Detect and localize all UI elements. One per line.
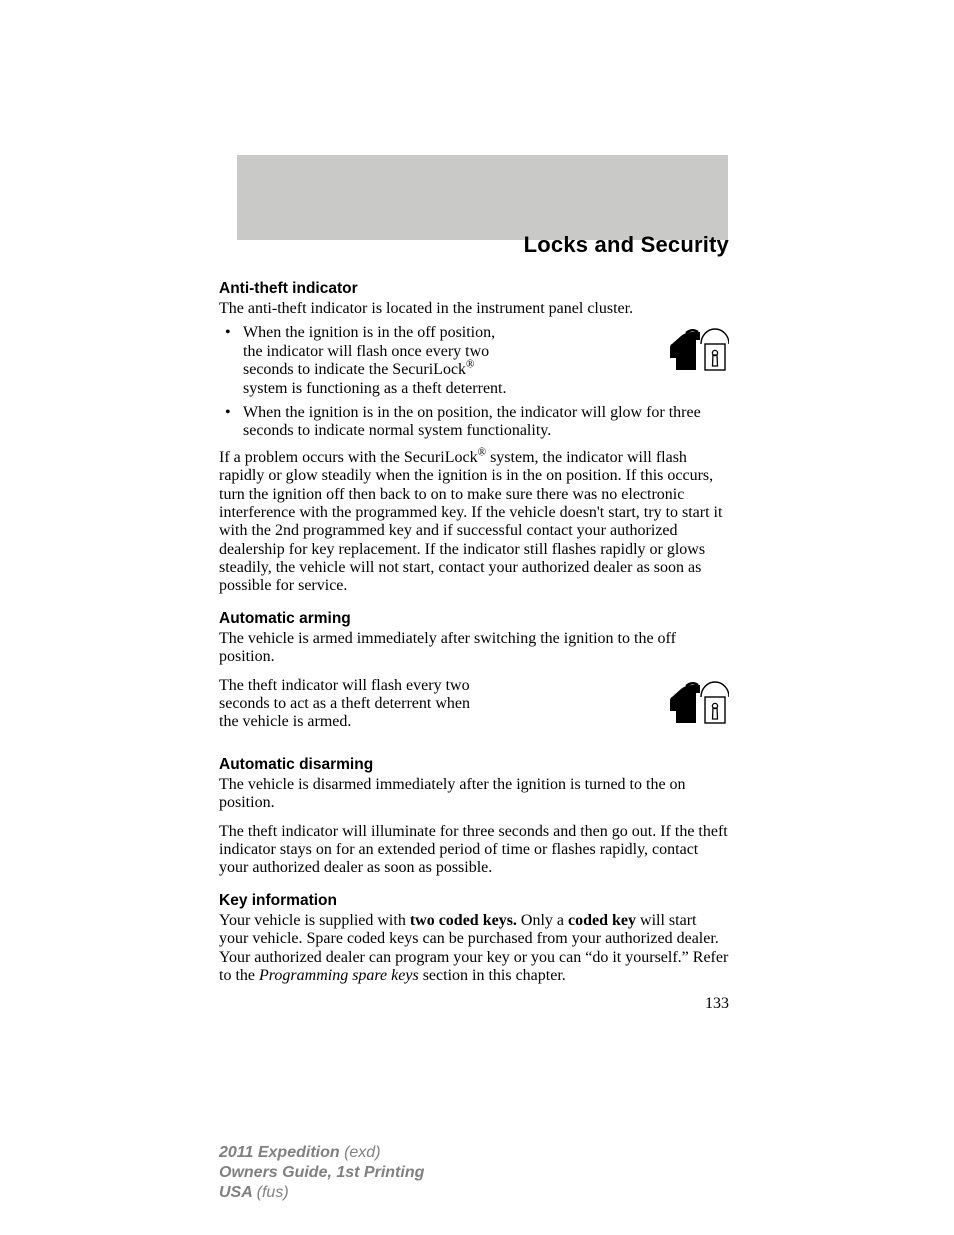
key-info-mid1: Only a bbox=[517, 912, 568, 929]
header-gray-band bbox=[237, 155, 728, 240]
anti-theft-car-lock-icon bbox=[667, 679, 729, 738]
key-info-bold1: two coded keys. bbox=[410, 912, 517, 929]
footer-guide: Owners Guide, 1st Printing bbox=[219, 1164, 424, 1181]
page-content: Locks and Security Anti-theft indicator … bbox=[219, 232, 729, 1013]
anti-theft-bullets: When the ignition is in the off position… bbox=[219, 324, 729, 440]
footer-line-2: Owners Guide, 1st Printing bbox=[219, 1163, 729, 1183]
anti-theft-intro: The anti-theft indicator is located in t… bbox=[219, 300, 729, 318]
footer-vehicle: 2011 Expedition bbox=[219, 1144, 344, 1161]
footer-line-1: 2011 Expedition (exd) bbox=[219, 1143, 729, 1163]
registered-mark: ® bbox=[466, 359, 475, 371]
bullet1-tail: system is functioning as a theft deterre… bbox=[243, 380, 506, 397]
footer-line-3: USA (fus) bbox=[219, 1183, 729, 1203]
key-info-tail: section in this chapter. bbox=[419, 967, 566, 984]
heading-auto-disarming: Automatic disarming bbox=[219, 756, 729, 774]
auto-arm-p2: The theft indicator will flash every two… bbox=[219, 677, 484, 732]
problem-tail: system, the indicator will flash rapidly… bbox=[219, 449, 722, 595]
heading-anti-theft: Anti-theft indicator bbox=[219, 280, 729, 298]
heading-key-info: Key information bbox=[219, 892, 729, 910]
key-info-bold2: coded key bbox=[568, 912, 636, 929]
footer-region: USA bbox=[219, 1184, 257, 1201]
key-info-lead: Your vehicle is supplied with bbox=[219, 912, 410, 929]
auto-disarm-p1: The vehicle is disarmed immediately afte… bbox=[219, 776, 729, 813]
heading-auto-arming: Automatic arming bbox=[219, 610, 729, 628]
bullet1-lead: When the ignition is in the off position… bbox=[243, 324, 495, 378]
page-number: 133 bbox=[219, 995, 729, 1013]
footer-region-code: (fus) bbox=[257, 1184, 289, 1201]
registered-mark: ® bbox=[478, 446, 487, 458]
anti-theft-car-lock-icon bbox=[667, 326, 729, 385]
auto-arm-row: The theft indicator will flash every two… bbox=[219, 677, 729, 742]
key-info-ital: Programming spare keys bbox=[259, 967, 419, 984]
auto-arm-p1: The vehicle is armed immediately after s… bbox=[219, 630, 729, 667]
key-info-paragraph: Your vehicle is supplied with two coded … bbox=[219, 912, 729, 986]
anti-theft-bullet-1: When the ignition is in the off position… bbox=[219, 324, 729, 398]
footer-vehicle-code: (exd) bbox=[344, 1144, 380, 1161]
problem-lead: If a problem occurs with the SecuriLock bbox=[219, 449, 478, 466]
page: Locks and Security Anti-theft indicator … bbox=[0, 0, 954, 1235]
anti-theft-bullet-2: When the ignition is in the on position,… bbox=[219, 404, 729, 441]
anti-theft-problem-text: If a problem occurs with the SecuriLock®… bbox=[219, 449, 729, 596]
auto-disarm-p2: The theft indicator will illuminate for … bbox=[219, 823, 729, 878]
footer: 2011 Expedition (exd) Owners Guide, 1st … bbox=[219, 1143, 729, 1203]
chapter-title: Locks and Security bbox=[219, 232, 729, 258]
